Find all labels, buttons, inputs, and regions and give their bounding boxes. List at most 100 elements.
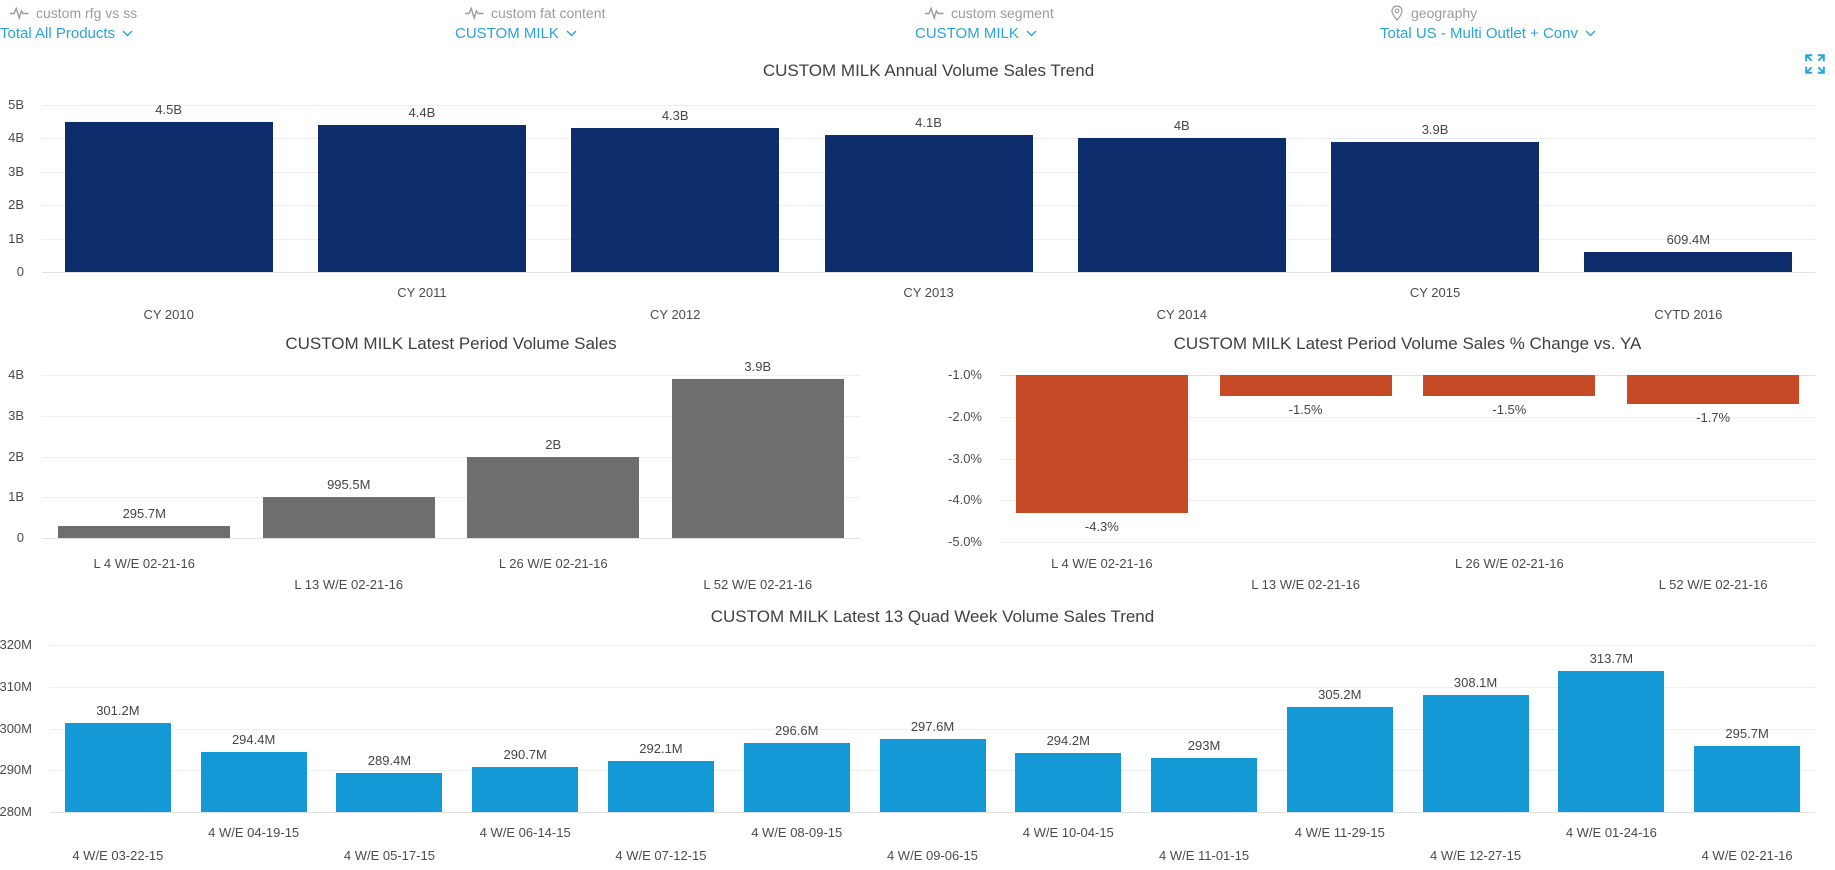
- annual-volume-trend-chart: CUSTOM MILK Annual Volume Sales Trend 5B…: [0, 50, 1835, 330]
- gridline: [50, 645, 1815, 646]
- chevron-down-icon: [1585, 30, 1596, 36]
- gridline: [1000, 542, 1815, 543]
- gridline: [42, 538, 860, 539]
- y-axis-tick-label: 1B: [8, 489, 24, 505]
- bar-4-W-E-12-27-15[interactable]: [1422, 694, 1529, 812]
- bar-L-26-W-E-02-21-16[interactable]: [467, 456, 640, 538]
- bar-value-label: 305.2M: [1318, 686, 1362, 702]
- chart-title: CUSTOM MILK Annual Volume Sales Trend: [762, 61, 1095, 80]
- gridline: [42, 105, 1815, 106]
- bar-CYTD-2016[interactable]: [1584, 251, 1793, 272]
- filter-rfg-vs-ss-dropdown[interactable]: Total All Products: [0, 24, 137, 42]
- bar-4-W-E-10-04-15[interactable]: [1015, 752, 1122, 812]
- latest-period-pct-change-chart: CUSTOM MILK Latest Period Volume Sales %…: [920, 330, 1835, 600]
- bar-4-W-E-05-17-15[interactable]: [336, 772, 443, 812]
- bar-value-label: -1.5%: [1288, 401, 1323, 417]
- bar-value-label: -4.3%: [1084, 518, 1119, 534]
- bar-value-label: -1.5%: [1492, 401, 1527, 417]
- y-axis-tick-label: -3.0%: [948, 450, 982, 466]
- bar-4-W-E-06-14-15[interactable]: [472, 767, 579, 812]
- expand-icon: [1805, 54, 1825, 74]
- y-axis-tick-label: 4B: [8, 367, 24, 382]
- filter-value: Total US - Multi Outlet + Conv: [1380, 24, 1578, 42]
- bar-4-W-E-11-29-15[interactable]: [1286, 706, 1393, 812]
- bar-value-label: 4.4B: [408, 105, 436, 121]
- bar-value-label: 3.9B: [1421, 121, 1449, 137]
- x-axis-label: L 4 W/E 02-21-16: [93, 556, 195, 571]
- x-axis-label: CYTD 2016: [1654, 307, 1723, 322]
- x-axis-label: 4 W/E 11-01-15: [1158, 848, 1250, 863]
- y-axis-tick-label: 2B: [8, 197, 24, 213]
- y-axis-tick-label: -4.0%: [948, 492, 982, 508]
- gridline: [1000, 458, 1815, 460]
- y-axis-tick-label: 2B: [8, 448, 24, 464]
- bar-L-4-W-E-02-21-16[interactable]: [1015, 375, 1188, 513]
- bar-value-label: 3.9B: [744, 359, 772, 375]
- bar-value-label: 2B: [545, 436, 562, 452]
- bar-4-W-E-11-01-15[interactable]: [1151, 757, 1258, 812]
- y-axis-tick-label: -5.0%: [948, 534, 982, 549]
- quad-week-volume-trend-chart: CUSTOM MILK Latest 13 Quad Week Volume S…: [0, 600, 1835, 870]
- y-axis-tick-label: 290M: [0, 762, 32, 778]
- x-axis-label: CY 2014: [1156, 307, 1207, 322]
- bar-value-label: 290.7M: [503, 747, 547, 763]
- x-axis-label: L 13 W/E 02-21-16: [1251, 577, 1360, 592]
- bar-value-label: 308.1M: [1453, 674, 1498, 690]
- x-axis-label: L 26 W/E 02-21-16: [1455, 556, 1564, 571]
- gridline: [50, 686, 1815, 688]
- pulse-icon: [465, 6, 484, 20]
- x-axis-label: CY 2013: [903, 285, 954, 300]
- gridline: [42, 415, 860, 417]
- bar-L-13-W-E-02-21-16[interactable]: [262, 497, 435, 538]
- filter-value: CUSTOM MILK: [915, 24, 1019, 42]
- x-axis-label: 4 W/E 09-06-15: [886, 848, 979, 863]
- x-axis-label: 4 W/E 07-12-15: [615, 848, 707, 863]
- bar-CY-2011[interactable]: [317, 125, 526, 272]
- bar-L-26-W-E-02-21-16[interactable]: [1423, 375, 1596, 396]
- x-axis-label: 4 W/E 11-29-15: [1294, 825, 1385, 840]
- bar-4-W-E-03-22-15[interactable]: [64, 723, 171, 812]
- y-axis-tick-label: 3B: [8, 163, 24, 179]
- bar-CY-2015[interactable]: [1331, 141, 1540, 272]
- filter-segment-dropdown[interactable]: CUSTOM MILK: [915, 24, 1054, 42]
- bar-4-W-E-04-19-15[interactable]: [200, 751, 307, 812]
- bar-4-W-E-08-09-15[interactable]: [743, 742, 850, 812]
- bar-L-13-W-E-02-21-16[interactable]: [1219, 375, 1392, 396]
- expand-button[interactable]: [1804, 53, 1828, 77]
- gridline: [50, 728, 1815, 730]
- bar-CY-2010[interactable]: [64, 121, 273, 272]
- pulse-icon: [925, 6, 944, 20]
- bar-CY-2014[interactable]: [1077, 138, 1286, 272]
- x-axis-label: L 52 W/E 02-21-16: [1658, 577, 1768, 592]
- bar-4-W-E-09-06-15[interactable]: [879, 738, 986, 812]
- filter-geography-dropdown[interactable]: Total US - Multi Outlet + Conv: [1380, 24, 1596, 42]
- bar-L-52-W-E-02-21-16[interactable]: [1627, 375, 1800, 405]
- bar-L-52-W-E-02-21-16[interactable]: [671, 379, 844, 538]
- bar-value-label: 294.2M: [1046, 732, 1090, 748]
- bar-L-4-W-E-02-21-16[interactable]: [58, 525, 231, 538]
- x-axis-label: L 26 W/E 02-21-16: [498, 556, 608, 571]
- bar-4-W-E-01-24-16[interactable]: [1558, 671, 1665, 812]
- chart-title: CUSTOM MILK Latest 13 Quad Week Volume S…: [710, 607, 1155, 626]
- bar-4-W-E-07-12-15[interactable]: [607, 761, 714, 812]
- y-axis-tick-label: 1B: [8, 230, 24, 246]
- filter-fat-content-dropdown[interactable]: CUSTOM MILK: [455, 24, 605, 42]
- bar-CY-2012[interactable]: [571, 128, 780, 272]
- gridline: [42, 272, 1815, 273]
- pulse-icon: [10, 6, 29, 20]
- filter-value: CUSTOM MILK: [455, 24, 559, 42]
- bar-CY-2013[interactable]: [824, 135, 1033, 272]
- y-axis-tick-label: -2.0%: [948, 408, 982, 424]
- y-axis-tick-label: 310M: [0, 678, 32, 694]
- y-axis-tick-label: 0: [16, 264, 24, 279]
- y-axis-tick-label: -1.0%: [948, 367, 982, 382]
- chart-title: CUSTOM MILK Latest Period Volume Sales %…: [1173, 334, 1642, 353]
- y-axis-tick-label: 320M: [0, 637, 32, 652]
- bar-value-label: -1.7%: [1696, 410, 1731, 426]
- bar-value-label: 289.4M: [367, 752, 412, 768]
- y-axis-tick-label: 5B: [8, 97, 24, 112]
- x-axis-label: CY 2011: [397, 285, 447, 300]
- bar-value-label: 4.3B: [661, 108, 689, 124]
- bar-4-W-E-02-21-16[interactable]: [1694, 746, 1801, 812]
- filter-fat-content: custom fat content CUSTOM MILK: [455, 4, 605, 42]
